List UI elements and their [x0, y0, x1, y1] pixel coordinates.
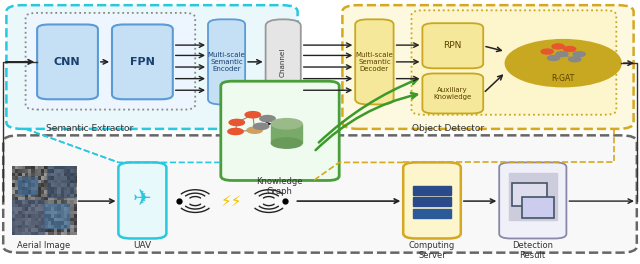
- Text: ✈: ✈: [132, 190, 152, 210]
- Circle shape: [522, 46, 605, 80]
- FancyBboxPatch shape: [266, 19, 301, 105]
- Circle shape: [541, 49, 554, 54]
- Circle shape: [573, 52, 586, 56]
- Circle shape: [506, 40, 621, 86]
- Bar: [413, 197, 451, 206]
- Bar: [271, 124, 302, 143]
- Text: Knowledge
Graph: Knowledge Graph: [257, 177, 303, 196]
- Ellipse shape: [271, 138, 302, 148]
- Text: ⚡⚡: ⚡⚡: [221, 194, 243, 209]
- Circle shape: [229, 119, 244, 126]
- Text: Detection
Result: Detection Result: [512, 241, 553, 261]
- Text: FPN: FPN: [130, 57, 154, 67]
- FancyBboxPatch shape: [3, 135, 637, 253]
- FancyBboxPatch shape: [412, 10, 616, 115]
- Text: Multi-scale
Semantic
Decoder: Multi-scale Semantic Decoder: [356, 52, 393, 72]
- Circle shape: [548, 55, 560, 60]
- Text: R-GAT: R-GAT: [552, 74, 575, 83]
- Text: Channel: Channel: [280, 47, 286, 77]
- Bar: [413, 209, 451, 218]
- FancyBboxPatch shape: [355, 19, 394, 105]
- Circle shape: [247, 127, 262, 133]
- Circle shape: [569, 57, 581, 62]
- FancyBboxPatch shape: [208, 19, 245, 105]
- Text: Auxiliary
Knowledge: Auxiliary Knowledge: [433, 87, 472, 100]
- FancyBboxPatch shape: [499, 162, 566, 238]
- Text: RPN: RPN: [444, 41, 461, 50]
- Text: UAV: UAV: [133, 241, 151, 250]
- Circle shape: [556, 52, 568, 56]
- Text: Computing
Server: Computing Server: [409, 241, 455, 261]
- FancyBboxPatch shape: [522, 197, 554, 218]
- Text: Multi-scale
Semantic
Encoder: Multi-scale Semantic Encoder: [208, 52, 245, 72]
- FancyBboxPatch shape: [342, 5, 634, 129]
- FancyBboxPatch shape: [37, 25, 98, 99]
- FancyBboxPatch shape: [118, 162, 166, 238]
- Bar: [413, 186, 451, 195]
- Text: Object Detector: Object Detector: [412, 124, 484, 133]
- Text: CNN: CNN: [54, 57, 81, 67]
- FancyBboxPatch shape: [6, 5, 298, 129]
- FancyBboxPatch shape: [422, 23, 483, 68]
- Circle shape: [253, 123, 269, 129]
- FancyBboxPatch shape: [26, 13, 195, 110]
- FancyBboxPatch shape: [221, 81, 339, 181]
- FancyBboxPatch shape: [422, 73, 483, 114]
- Text: Semantic Extractor: Semantic Extractor: [46, 124, 133, 133]
- Circle shape: [245, 112, 260, 118]
- Circle shape: [260, 116, 275, 122]
- Text: Aerial Image: Aerial Image: [17, 241, 70, 250]
- FancyBboxPatch shape: [112, 25, 173, 99]
- Ellipse shape: [271, 119, 302, 129]
- FancyBboxPatch shape: [403, 162, 461, 238]
- Circle shape: [228, 128, 243, 135]
- Circle shape: [552, 44, 564, 49]
- FancyBboxPatch shape: [512, 183, 547, 206]
- Bar: [509, 173, 557, 220]
- Circle shape: [564, 46, 576, 51]
